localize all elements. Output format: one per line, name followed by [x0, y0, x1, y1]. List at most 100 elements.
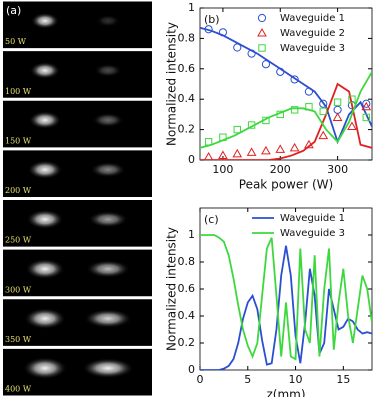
x-tick-label: 0	[197, 373, 204, 386]
strip-label: 200 W	[5, 186, 32, 195]
fit-line	[200, 71, 372, 149]
data-point	[246, 147, 257, 156]
y-tick-label: 0.6	[178, 282, 196, 295]
data-point	[290, 106, 299, 114]
image-strip	[3, 51, 152, 98]
data-point	[318, 130, 329, 140]
beam-spot	[92, 112, 124, 128]
data-point	[304, 139, 314, 149]
data-point	[276, 110, 284, 119]
image-strip	[3, 100, 152, 148]
y-tick-label: 1	[188, 228, 195, 241]
fit-line	[200, 82, 372, 160]
legend-label: Waveguide 1	[280, 213, 345, 224]
image-strip	[3, 200, 152, 247]
y-tick-label: 0.4	[178, 309, 196, 322]
data-point	[218, 28, 228, 37]
image-strip	[3, 1, 152, 49]
strip-label: 250 W	[5, 236, 32, 245]
data-point	[304, 87, 314, 96]
y-tick-label: 0.2	[178, 336, 196, 349]
data-point	[319, 99, 328, 108]
data-point	[233, 43, 242, 52]
x-tick-label: 10	[289, 373, 303, 386]
y-tick-label: 0.8	[178, 255, 196, 268]
x-axis-label: Peak power (W)	[239, 178, 333, 192]
plot-frame	[199, 7, 373, 161]
beam-spot	[86, 260, 130, 278]
data-point	[261, 60, 271, 69]
data-point	[219, 133, 227, 141]
beam-spot	[24, 307, 66, 330]
data-point	[275, 144, 286, 153]
data-point	[305, 103, 313, 111]
strip-label: 50 W	[5, 37, 27, 46]
x-tick-label: 5	[244, 373, 251, 386]
legend-label: Waveguide 1	[280, 13, 345, 24]
plot-area	[200, 234, 372, 370]
beam-spot	[28, 111, 62, 129]
y-tick-label: 0	[188, 363, 195, 376]
y-tick-label: 0	[188, 153, 195, 166]
legend-marker	[257, 13, 267, 23]
strip-label: 350 W	[5, 335, 32, 344]
data-point	[289, 142, 300, 152]
data-point	[247, 121, 256, 129]
data-point	[204, 138, 213, 146]
data-point	[319, 107, 327, 116]
data-point	[233, 125, 241, 134]
panel-label: (c)	[204, 213, 219, 226]
y-tick-label: 0.6	[178, 62, 196, 75]
legend-label: Waveguide 3	[280, 228, 345, 239]
legend-marker	[257, 27, 267, 37]
data-point	[332, 112, 343, 121]
beam-spot	[25, 258, 65, 280]
beam-spot	[26, 209, 64, 230]
beam-spot	[96, 14, 120, 27]
beam-spot	[31, 12, 59, 29]
data-point	[333, 98, 342, 106]
strip-label: 100 W	[5, 87, 32, 96]
y-tick-label: 1	[188, 1, 195, 14]
y-tick-label: 0.2	[178, 123, 196, 136]
data-point	[204, 151, 214, 160]
data-point	[290, 75, 299, 84]
legend-label: Waveguide 2	[280, 28, 345, 39]
panel-label: (a)	[6, 4, 21, 17]
data-point	[261, 145, 271, 155]
x-tick-label: 100	[212, 163, 233, 176]
data-point	[347, 121, 357, 131]
data-point	[232, 148, 243, 158]
beam-spot	[82, 358, 134, 379]
beam-spot	[88, 211, 128, 228]
data-point	[218, 150, 228, 159]
data-line	[200, 245, 372, 370]
beam-spot	[84, 309, 132, 328]
y-axis-label: Normalized intensity	[165, 227, 179, 351]
strip-label: 300 W	[5, 285, 32, 294]
image-strip	[3, 150, 152, 197]
data-point	[247, 49, 256, 58]
y-axis-label: Normalized intensity	[165, 22, 179, 146]
strip-label: 400 W	[5, 385, 32, 394]
beam-spot	[23, 357, 67, 380]
x-axis-label: z(mm)	[266, 388, 305, 397]
legend-marker	[258, 44, 266, 52]
x-tick-label: 300	[327, 163, 348, 176]
panel-label: (b)	[204, 13, 220, 26]
y-tick-label: 0.4	[178, 92, 196, 105]
fit-line	[200, 26, 372, 145]
legend-label: Waveguide 3	[280, 43, 345, 54]
data-point	[276, 67, 285, 76]
x-tick-label: 200	[270, 163, 291, 176]
data-line	[200, 234, 372, 361]
data-point	[204, 25, 213, 34]
x-tick-label: 15	[336, 373, 350, 386]
data-point	[333, 105, 342, 114]
data-point	[362, 113, 370, 122]
strip-label: 150 W	[5, 136, 32, 145]
beam-spot	[29, 62, 61, 79]
beam-spot	[27, 160, 63, 179]
